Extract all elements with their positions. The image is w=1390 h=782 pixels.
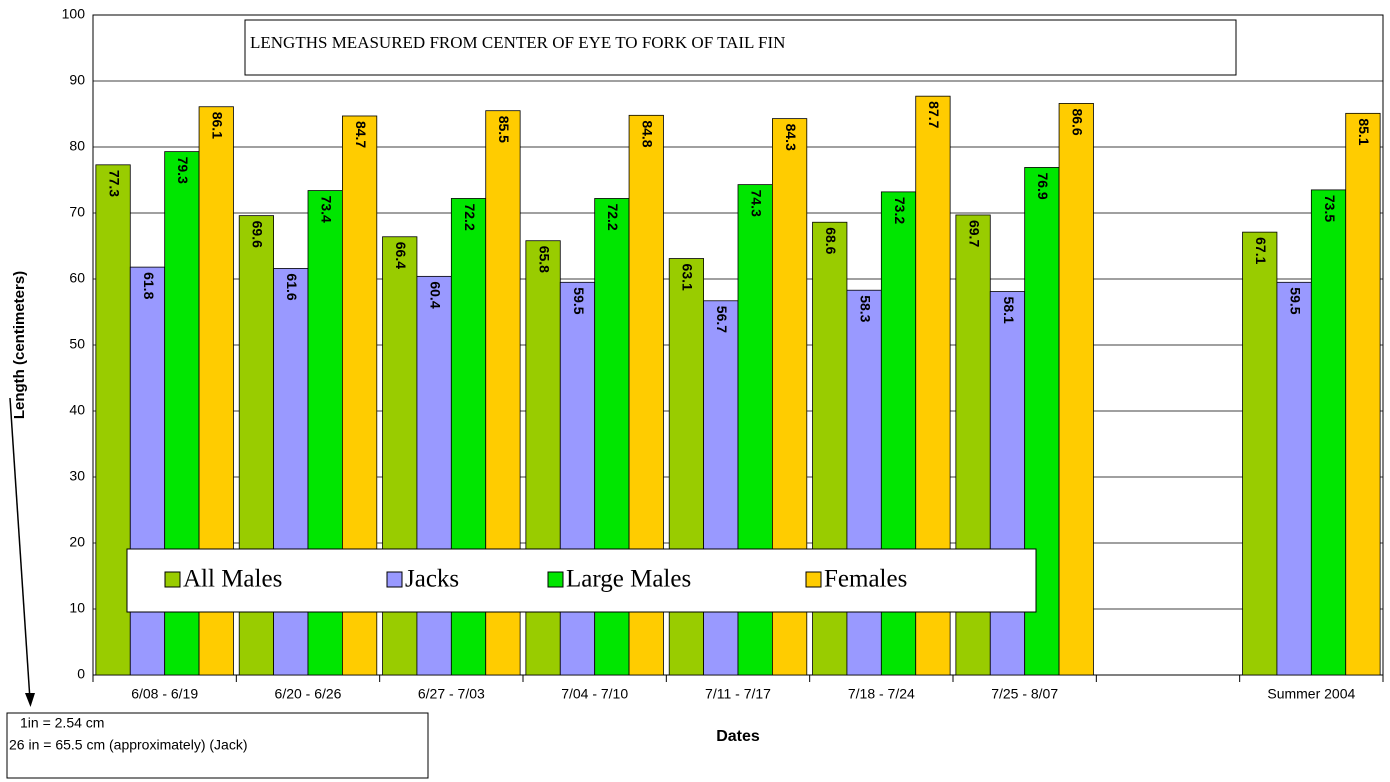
x-tick-label: 6/27 - 7/03 [418,686,485,702]
data-label: 84.7 [353,121,369,148]
title-box [244,19,1237,76]
data-label: 59.5 [1287,287,1303,314]
bar [1345,112,1381,676]
bar [559,281,596,676]
note: 26 in = 65.5 cm (approximately) (Jack) [9,737,247,753]
x-tick-label: 7/11 - 7/17 [705,686,771,702]
legend-label: Large Males [566,566,691,593]
data-label: 72.2 [462,203,478,230]
y-tick-label: 40 [69,402,85,418]
data-label: 77.3 [106,170,122,197]
x-tick-label: 6/08 - 6/19 [131,686,198,702]
data-label: 72.2 [605,203,621,230]
bar [1276,281,1312,676]
data-label: 58.3 [857,295,873,322]
bar [1310,189,1347,676]
legend-label: Jacks [405,566,459,593]
data-label: 85.5 [496,116,512,143]
data-label: 73.4 [318,196,334,223]
x-axis-label: Dates [716,728,760,745]
data-label: 85.1 [1356,118,1372,145]
legend-swatch [547,571,564,588]
data-label: 59.5 [571,287,587,314]
data-label: 60.4 [427,281,443,308]
legend-swatch [386,571,403,588]
y-tick-label: 50 [69,336,85,352]
data-label: 67.1 [1253,237,1269,264]
x-tick-label: 7/04 - 7/10 [561,686,628,702]
bar [703,300,739,676]
data-label: 86.6 [1070,108,1086,135]
legend-box [126,548,1037,613]
y-tick-label: 0 [77,666,85,682]
y-axis-label: Length (centimeters) [11,271,28,419]
x-tick-label: 6/20 - 6/26 [275,686,342,702]
legend-label: All Males [183,566,282,593]
y-tick-label: 30 [69,468,85,484]
data-label: 87.7 [926,101,942,128]
arrow-head [25,693,35,707]
x-tick-label: 7/25 - 8/07 [991,686,1058,702]
data-label: 69.7 [966,220,982,247]
bar [273,268,309,676]
data-label: 68.6 [823,227,839,254]
legend-swatch [164,571,181,588]
x-tick-label: 7/18 - 7/24 [848,686,915,702]
data-label: 61.6 [284,273,300,300]
x-tick-label: Summer 2004 [1267,686,1355,702]
data-label: 65.8 [536,246,552,273]
y-tick-label: 70 [69,204,85,220]
data-label: 61.8 [141,272,157,299]
y-tick-label: 100 [62,6,86,22]
chart-title: LENGTHS MEASURED FROM CENTER OF EYE TO F… [250,33,785,52]
y-tick-label: 60 [69,270,85,286]
data-label: 79.3 [175,157,191,184]
data-label: 74.3 [748,190,764,217]
arrow [9,397,31,701]
bar [1242,231,1278,676]
data-label: 73.5 [1322,195,1338,222]
data-label: 84.8 [640,120,656,147]
legend-swatch [805,571,822,588]
y-tick-label: 90 [69,72,85,88]
bar [846,289,882,676]
data-label: 58.1 [1001,297,1017,324]
legend-label: Females [824,566,907,593]
y-tick-label: 20 [69,534,85,550]
bar [129,266,166,676]
note: 1in = 2.54 cm [20,715,104,731]
data-label: 73.2 [892,197,908,224]
bar [416,275,452,676]
data-label: 86.1 [210,112,226,139]
bar [989,291,1026,676]
data-label: 63.1 [680,264,696,291]
data-label: 84.3 [783,124,799,151]
data-label: 56.7 [714,306,730,333]
note-box [6,712,429,779]
y-tick-label: 10 [69,600,85,616]
y-tick-label: 80 [69,138,85,154]
bar [668,258,705,676]
data-label: 69.6 [250,221,266,248]
bar [1058,103,1094,676]
bar [95,164,131,676]
data-label: 66.4 [393,242,409,269]
data-label: 76.9 [1035,172,1051,199]
